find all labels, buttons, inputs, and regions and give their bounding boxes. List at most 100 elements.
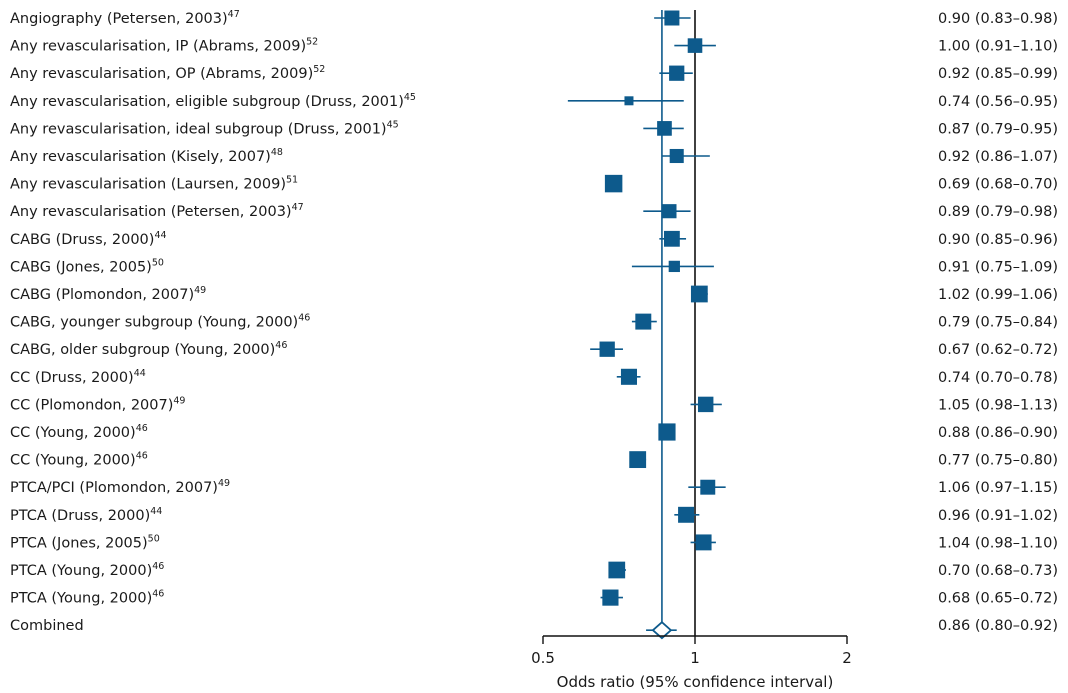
point-estimate-marker — [662, 204, 677, 219]
study-label: CC (Druss, 2000)44 — [10, 368, 146, 386]
point-estimate-marker — [620, 368, 637, 385]
point-estimate-marker — [687, 38, 703, 53]
x-tick-label: 0.5 — [531, 649, 555, 667]
reference-superscript: 47 — [228, 9, 240, 20]
odds-ratio-text: 0.90 (0.85–0.96) — [938, 232, 1058, 248]
point-estimate-marker — [700, 479, 716, 495]
odds-ratio-text: 0.92 (0.86–1.07) — [938, 149, 1058, 165]
odds-ratio-text: 0.88 (0.86–0.90) — [938, 425, 1058, 441]
reference-superscript: 49 — [173, 395, 185, 406]
odds-ratio-text: 0.90 (0.83–0.98) — [938, 11, 1058, 27]
study-row: CC (Young, 2000)46 0.88 (0.86–0.90) — [10, 423, 1058, 441]
study-row: Any revascularisation (Kisely, 2007)48 0.… — [10, 147, 1058, 165]
odds-ratio-text: 0.74 (0.56–0.95) — [938, 94, 1058, 110]
study-label: CC (Plomondon, 2007)49 — [10, 395, 185, 413]
study-row: CABG (Druss, 2000)44 0.90 (0.85–0.96) — [10, 230, 1058, 248]
point-estimate-marker — [602, 589, 619, 606]
odds-ratio-text: 0.96 (0.91–1.02) — [938, 508, 1058, 524]
reference-superscript: 52 — [306, 37, 318, 48]
reference-superscript: 51 — [286, 175, 298, 186]
study-row: PTCA (Druss, 2000)44 0.96 (0.91–1.02) — [10, 506, 1058, 524]
study-row: Any revascularisation, IP (Abrams, 2009)… — [10, 37, 1058, 55]
point-estimate-marker — [668, 260, 680, 273]
point-estimate-marker — [695, 534, 712, 551]
study-rows: Angiography (Petersen, 2003)47 0.90 (0.83… — [10, 9, 1058, 640]
reference-superscript: 46 — [275, 340, 287, 351]
odds-ratio-text: 0.69 (0.68–0.70) — [938, 177, 1058, 193]
reference-superscript: 46 — [298, 313, 310, 324]
study-label: PTCA/PCI (Plomondon, 2007)49 — [10, 478, 230, 496]
odds-ratio-text: 0.70 (0.68–0.73) — [938, 563, 1058, 579]
study-label: CC (Young, 2000)46 — [10, 451, 148, 469]
study-label: PTCA (Druss, 2000)44 — [10, 506, 162, 524]
odds-ratio-text: 1.00 (0.91–1.10) — [938, 39, 1058, 55]
study-row: PTCA (Jones, 2005)50 1.04 (0.98–1.10) — [10, 533, 1058, 551]
reference-superscript: 49 — [194, 285, 206, 296]
study-row: Any revascularisation, ideal subgroup (D… — [10, 119, 1058, 137]
study-row: CC (Druss, 2000)44 0.74 (0.70–0.78) — [10, 368, 1058, 386]
study-label: Any revascularisation (Kisely, 2007)48 — [10, 147, 283, 165]
reference-superscript: 46 — [152, 589, 164, 600]
study-label: CC (Young, 2000)46 — [10, 423, 148, 441]
x-axis-title: Odds ratio (95% confidence interval) — [557, 673, 834, 691]
odds-ratio-text: 1.05 (0.98–1.13) — [938, 397, 1058, 413]
study-label: PTCA (Young, 2000)46 — [10, 561, 164, 579]
point-estimate-marker — [663, 230, 680, 247]
study-row: Any revascularisation (Petersen, 2003)47… — [10, 202, 1058, 220]
point-estimate-marker — [664, 10, 680, 26]
study-row: Any revascularisation, eligible subgroup… — [10, 92, 1058, 110]
odds-ratio-text: 0.87 (0.79–0.95) — [938, 121, 1058, 137]
study-label: Any revascularisation (Laursen, 2009)51 — [10, 175, 298, 193]
odds-ratio-text: 0.67 (0.62–0.72) — [938, 342, 1058, 358]
reference-superscript: 49 — [218, 478, 230, 489]
study-label: Any revascularisation (Petersen, 2003)47 — [10, 202, 304, 220]
study-row: CABG, younger subgroup (Young, 2000)46 0.… — [10, 313, 1058, 331]
point-estimate-marker — [690, 285, 708, 303]
study-label: PTCA (Jones, 2005)50 — [10, 533, 160, 551]
point-estimate-marker — [678, 506, 695, 523]
odds-ratio-text: 0.86 (0.80–0.92) — [938, 618, 1058, 634]
study-row: Any revascularisation, OP (Abrams, 2009)… — [10, 64, 1058, 82]
reference-superscript: 46 — [136, 423, 148, 434]
point-estimate-marker — [697, 396, 714, 413]
odds-ratio-text: 0.79 (0.75–0.84) — [938, 315, 1058, 331]
point-estimate-marker — [658, 423, 676, 441]
point-estimate-marker — [599, 341, 615, 357]
point-estimate-marker — [657, 121, 672, 136]
x-tick-label: 1 — [690, 649, 700, 667]
study-label: Any revascularisation, OP (Abrams, 2009)… — [10, 64, 325, 82]
point-estimate-marker — [629, 451, 647, 469]
study-row: CABG, older subgroup (Young, 2000)46 0.67… — [10, 340, 1058, 358]
odds-ratio-text: 0.74 (0.70–0.78) — [938, 370, 1058, 386]
point-estimate-marker — [669, 65, 685, 81]
reference-superscript: 44 — [150, 506, 162, 517]
study-label: Combined — [10, 618, 84, 634]
study-row: PTCA/PCI (Plomondon, 2007)49 1.06 (0.97–1… — [10, 478, 1058, 496]
study-label: CABG (Jones, 2005)50 — [10, 257, 164, 275]
study-label: CABG, younger subgroup (Young, 2000)46 — [10, 313, 310, 331]
reference-superscript: 48 — [271, 147, 283, 158]
study-row: CC (Young, 2000)46 0.77 (0.75–0.80) — [10, 451, 1058, 469]
study-label: Any revascularisation, ideal subgroup (D… — [10, 119, 399, 137]
study-label: Any revascularisation, IP (Abrams, 2009)… — [10, 37, 318, 55]
reference-superscript: 45 — [387, 119, 399, 130]
reference-superscript: 47 — [292, 202, 304, 213]
reference-superscript: 50 — [148, 533, 160, 544]
study-row: PTCA (Young, 2000)46 0.70 (0.68–0.73) — [10, 561, 1058, 579]
odds-ratio-text: 0.68 (0.65–0.72) — [938, 591, 1058, 607]
study-row: Combined 0.86 (0.80–0.92) — [10, 618, 1058, 640]
odds-ratio-text: 1.04 (0.98–1.10) — [938, 535, 1058, 551]
reference-superscript: 52 — [313, 64, 325, 75]
study-row: CABG (Plomondon, 2007)49 1.02 (0.99–1.06) — [10, 285, 1058, 303]
point-estimate-marker — [608, 561, 626, 579]
x-tick-label: 2 — [842, 649, 852, 667]
odds-ratio-text: 1.02 (0.99–1.06) — [938, 287, 1058, 303]
reference-superscript: 46 — [152, 561, 164, 572]
reference-superscript: 44 — [134, 368, 146, 379]
point-estimate-marker — [624, 96, 634, 106]
study-label: Any revascularisation, eligible subgroup… — [10, 92, 416, 110]
x-axis: 0.5 1 2 — [531, 635, 852, 667]
study-label: PTCA (Young, 2000)46 — [10, 589, 164, 607]
odds-ratio-text: 0.89 (0.79–0.98) — [938, 204, 1058, 220]
